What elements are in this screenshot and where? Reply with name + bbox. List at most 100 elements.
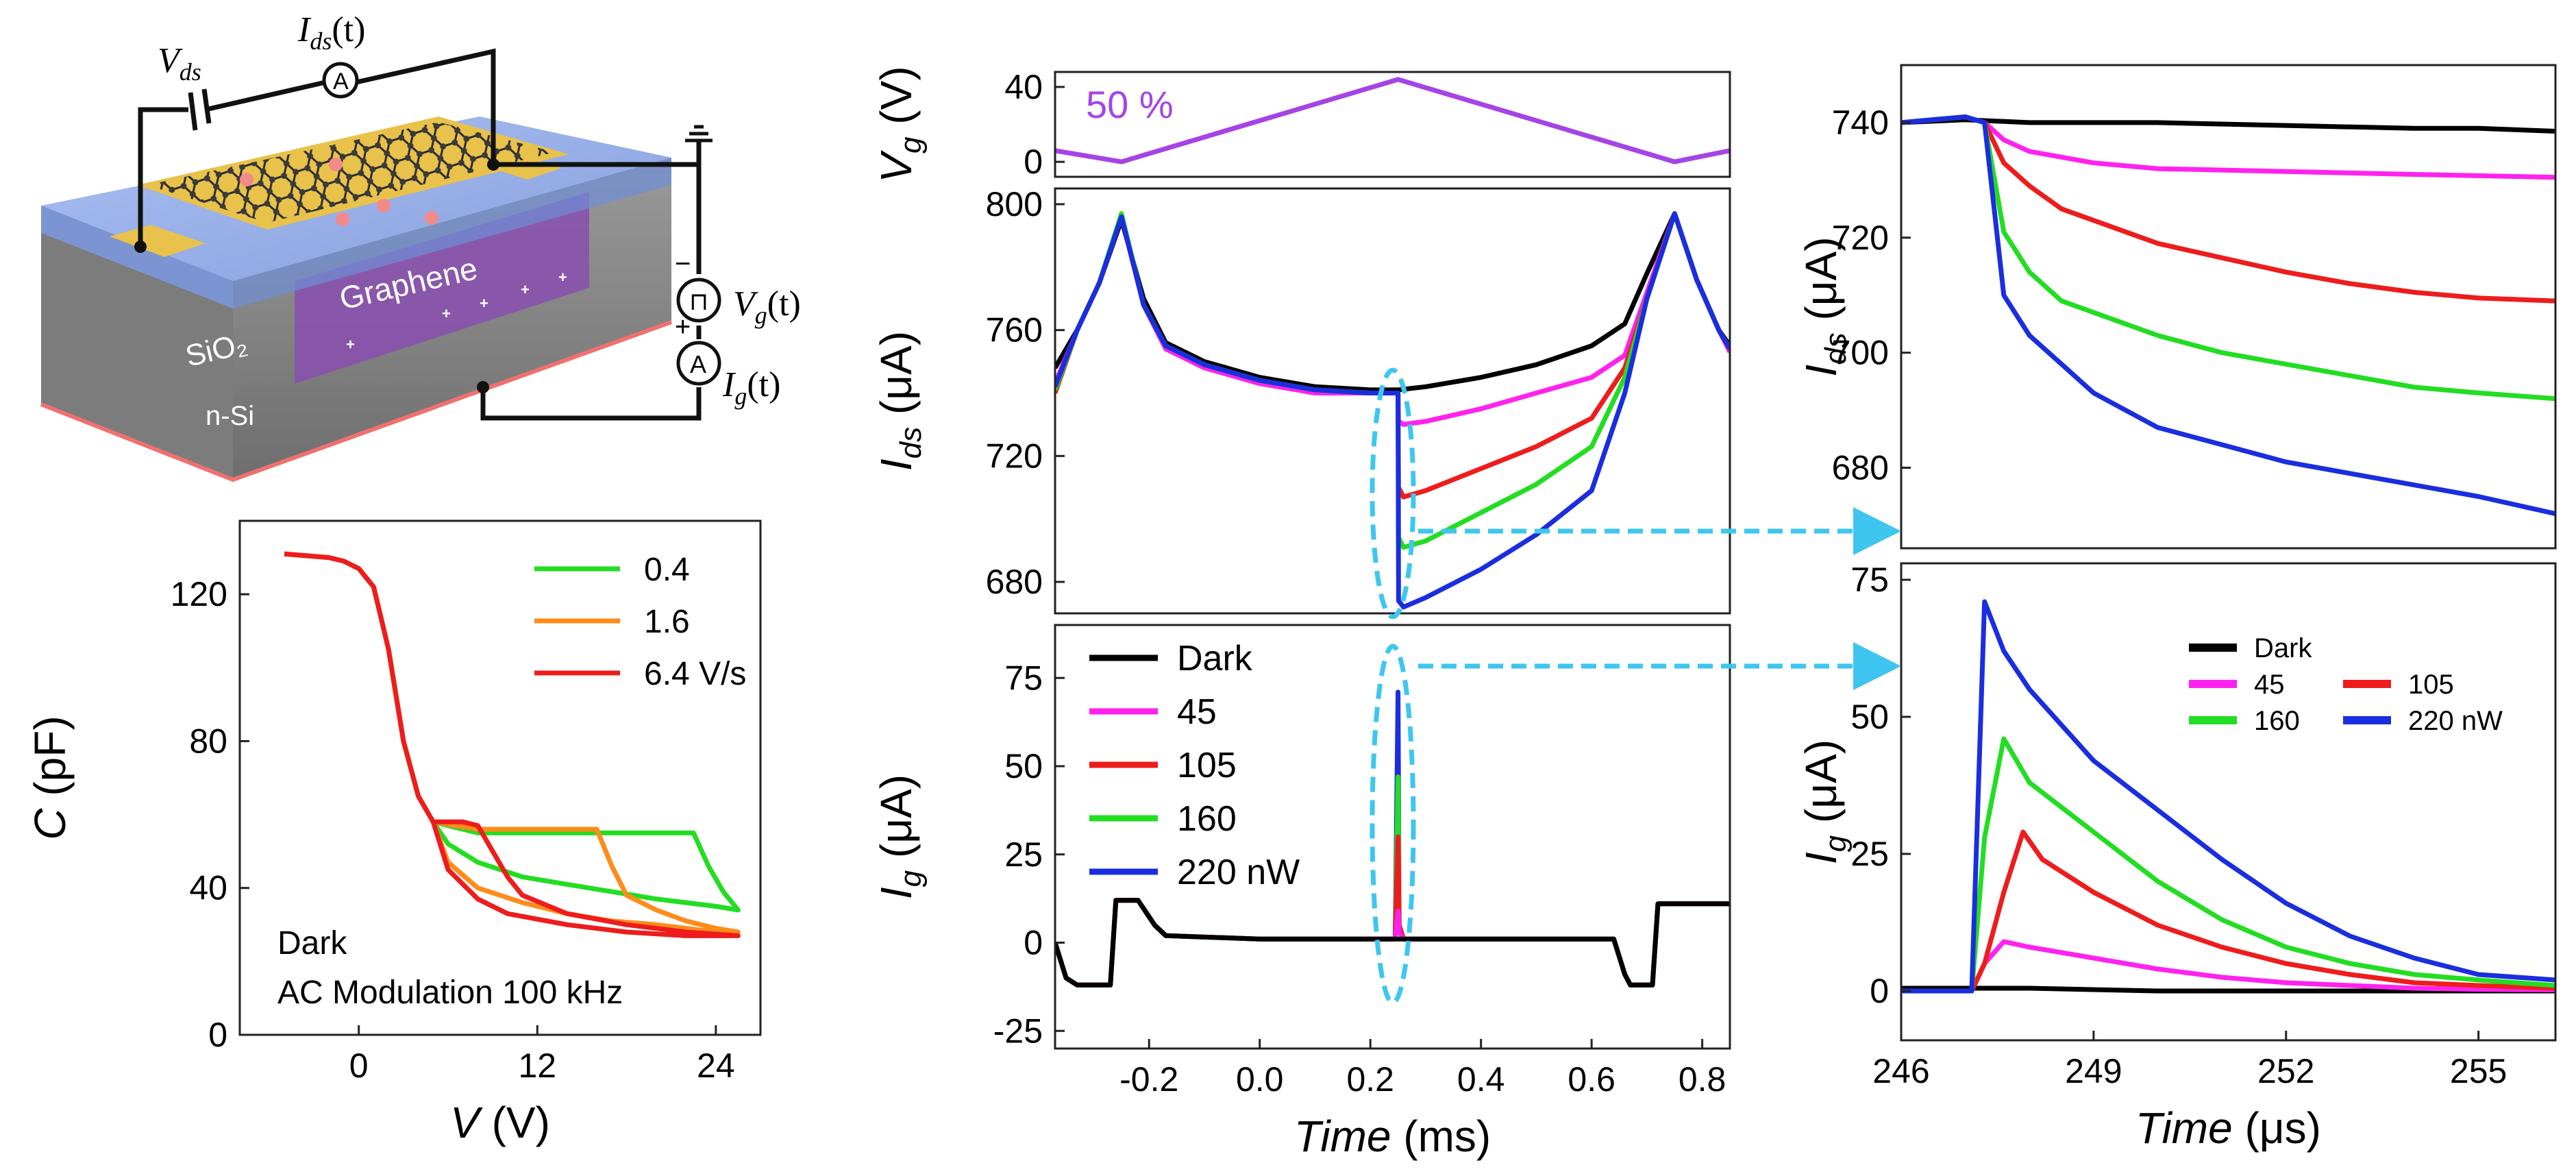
cv-annotation-0: Dark [277,925,347,961]
cv-legend-label-2: 6.4 V/s [644,656,746,692]
vg-source-icon [676,278,721,323]
ids-ammeter-symbol: A [333,69,349,95]
vds-battery-icon [188,88,212,131]
cv-xtick-label-1: 12 [518,1046,556,1085]
vg-series-line-0 [1055,77,1730,164]
gate-node [477,381,489,393]
ig-zoom-legend-label-3: 160 [2254,706,2300,736]
ig_main-ylabel: Ig (μA) [871,774,928,899]
device-schematic: +++++ Graphene SiO₂ n-Si A [40,10,801,482]
ig-main-legend-label-2: 105 [1177,746,1237,785]
ids_zoom-ytick-label-2: 720 [1832,219,1889,257]
ids_zoom-ytick-label-3: 740 [1832,103,1889,142]
ig-zoom-legend-label-0: Dark [2254,633,2312,663]
ids_zoom-ylabel: Ids (μA) [1796,236,1853,376]
vg-series [1055,77,1730,164]
svg-text:+: + [558,269,567,286]
cv-panel: 0 40 80 120 0 12 24 V (V) C (pF) 0.4 1.6 6.4 V/s Dar… [25,519,762,1147]
ids-label: Ids(t) [297,10,365,55]
ig-zoom-legend-label-1: 45 [2254,670,2285,700]
ig_main-xtick-label-0: -0.2 [1119,1060,1178,1099]
ig_main-series-line-1 [1055,774,1730,988]
cv-ytick-label-3: 120 [171,575,227,613]
vg-ylabel: Vg (V) [871,66,928,182]
ig_zoom-series-line-3 [1901,736,2555,994]
ids_main-ytick-label-1: 720 [986,437,1043,475]
ids_zoom-series-line-0 [1901,117,2555,134]
ids_zoom-ytick-label-0: 680 [1832,449,1889,487]
ig_zoom-xtick-label-0: 246 [1872,1052,1929,1090]
ig_main-xtick-label-5: 0.8 [1679,1060,1726,1099]
ids_main-ytick-label-0: 680 [986,563,1043,601]
ig-main-legend-label-0: Dark [1177,639,1253,678]
ig_zoom-series-line-4 [1901,599,2555,994]
ig_main-series [1055,689,1730,988]
positive-charges: + + + + + [346,269,567,353]
highlight-annotations [1370,367,1901,1005]
vg-ytick-label-0: 0 [1024,143,1043,181]
svg-text:+: + [442,305,451,322]
cv-xtick-label-0: 0 [349,1046,369,1085]
ig_zoom-xlabel: Time (μs) [2135,1103,2321,1153]
ig_zoom-series-line-0 [1901,985,2555,994]
ig_main-series-line-2 [1055,834,1730,988]
vds-label: Vds [158,41,201,86]
sio2-side [233,158,671,308]
ig_main-ytick-label-1: 0 [1024,924,1043,962]
cv-xtick-label-2: 24 [697,1046,735,1085]
vg-label: Vg(t) [733,284,801,329]
ig_main-ytick-label-3: 50 [1004,747,1043,785]
substrate-edge [40,320,673,482]
ig_main-xtick-label-3: 0.4 [1457,1060,1505,1099]
cv-annotation-1: AC Modulation 100 kHz [277,975,623,1011]
ids_main-series [1055,211,1730,610]
ig-zoom-legend-label-2: 105 [2408,670,2454,700]
ig_zoom-frame [1900,562,2557,1042]
ig_zoom-ylabel: Ig (μA) [1796,739,1853,864]
nsi-label: n-Si [206,401,254,431]
ig_zoom-xtick-label-3: 255 [2450,1052,2507,1090]
ig_main-ytick-label-0: -25 [993,1012,1043,1050]
vg-minus: − [675,249,691,279]
ig-highlight-ellipse [1370,644,1416,1005]
ids_zoom-ytick-label-1: 700 [1832,334,1889,372]
ig_main-xlabel: Time (ms) [1294,1112,1491,1161]
cv-series-line-2 [284,551,741,938]
ig_main-series-line-3 [1055,898,1730,988]
vg-frame [1054,71,1731,178]
circuit-wires [138,48,702,421]
ground-icon [685,125,713,143]
ig_main-xtick-label-4: 0.6 [1568,1060,1615,1099]
cv-ylabel: C (pF) [25,715,75,840]
cv-legend-label-1: 1.6 [644,604,690,640]
cv-series [284,551,741,938]
ids_main-ylabel: Ids (μA) [871,331,928,471]
cv-ytick-label-1: 40 [189,869,227,907]
ig_zoom-ytick-label-0: 0 [1870,972,1889,1010]
ids_main-series-line-4 [1055,211,1730,610]
ig_zoom-series-line-2 [1901,829,2555,994]
ig_main-xtick-label-2: 0.2 [1346,1060,1394,1099]
accumulation-region [295,192,589,384]
ig-main-legend-label-1: 45 [1177,692,1217,732]
ig_zoom-xtick-label-1: 249 [2065,1052,2122,1090]
vg-duty-annotation: 50 % [1086,83,1174,126]
source-pad [110,225,206,257]
ids-main-panel: 680 720 760 800 Ids (μA) [871,185,1731,615]
graphene-lattice [147,122,555,223]
ig-ammeter-symbol: A [690,350,706,378]
vg-panel: 0 40 Vg (V) 50 % [871,66,1731,183]
vg-plus: + [675,312,691,342]
vg-ytick-label-1: 40 [1004,68,1043,106]
ids_zoom-series-line-4 [1901,114,2555,517]
ig_zoom-series [1901,599,2555,994]
vg-source-symbol: ⊓ [689,287,708,315]
ig_zoom-ytick-label-3: 75 [1850,561,1889,599]
ig_main-series-line-4 [1055,898,1730,988]
sio2-front [41,206,233,308]
cv-legend-label-0: 0.4 [644,552,690,588]
cv-ytick-label-2: 80 [189,722,227,760]
ig-main-panel: -25 0 25 50 75 -0.2 0.0 0.2 0.4 0.6 0.8 Time (ms) Ig… [871,624,1731,1161]
source-node [134,241,147,253]
